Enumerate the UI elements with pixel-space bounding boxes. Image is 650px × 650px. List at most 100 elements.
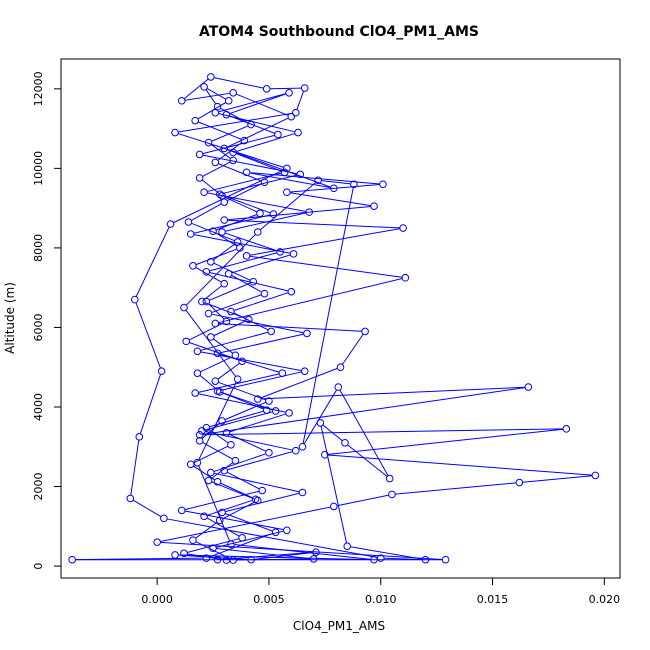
- data-point: [303, 329, 311, 338]
- series-line-segment: [261, 386, 526, 400]
- data-point: [218, 228, 226, 236]
- data-point: [211, 377, 220, 385]
- data-point: [291, 446, 300, 455]
- series-line-segment: [193, 214, 271, 234]
- data-point: [314, 176, 322, 185]
- data-point: [262, 85, 271, 93]
- data-point: [191, 389, 199, 397]
- series-line-segment: [207, 192, 307, 212]
- y-tick-label: 12000: [32, 71, 45, 106]
- series-line-segment: [209, 282, 251, 301]
- series-line-segment: [249, 228, 400, 256]
- data-point: [171, 128, 179, 137]
- data-point: [207, 468, 215, 477]
- series-line-segment: [209, 272, 289, 292]
- data-point: [271, 407, 280, 415]
- data-point: [283, 188, 291, 197]
- y-axis-label: Altitude (m): [3, 282, 17, 354]
- data-point: [312, 548, 320, 556]
- series-line-segment: [204, 411, 273, 431]
- series-line-segment: [213, 453, 266, 473]
- data-point: [253, 395, 262, 403]
- data-point: [401, 273, 410, 282]
- data-point: [291, 108, 300, 117]
- data-point: [341, 438, 349, 447]
- data-point: [245, 315, 253, 324]
- series-line-segment: [211, 125, 249, 142]
- data-point: [247, 555, 255, 564]
- data-point: [207, 258, 215, 266]
- series-line-segment: [200, 331, 269, 351]
- series-line-segment: [195, 248, 237, 266]
- data-point: [218, 417, 226, 425]
- data-point: [213, 349, 222, 358]
- series-line-segment: [227, 205, 371, 221]
- series-line-segment: [198, 465, 231, 542]
- data-point: [524, 383, 533, 391]
- series-line-segment: [296, 90, 305, 110]
- data-point: [222, 110, 231, 119]
- series-line-segment: [290, 184, 380, 193]
- y-tick-label: 0: [32, 563, 45, 570]
- series-line-segment: [218, 93, 287, 113]
- data-point: [238, 534, 246, 542]
- data-point: [421, 555, 430, 564]
- data-point: [379, 180, 387, 189]
- series-line-segment: [135, 226, 170, 297]
- data-point: [385, 474, 394, 483]
- data-point: [153, 538, 161, 547]
- series-line-segment: [198, 381, 237, 460]
- data-point: [285, 409, 293, 417]
- data-point: [198, 427, 206, 435]
- series-line-segment: [132, 499, 162, 518]
- data-point: [316, 419, 325, 427]
- data-point: [204, 138, 213, 147]
- series-line-segment: [207, 499, 253, 516]
- data-point: [253, 496, 262, 505]
- series-line-segment: [320, 426, 347, 544]
- data-point: [238, 357, 246, 366]
- x-tick-label: 0.000: [141, 593, 173, 606]
- data-point: [193, 458, 202, 467]
- series-line-segment: [200, 356, 233, 373]
- data-point: [224, 269, 233, 278]
- data-point: [220, 144, 229, 153]
- series-line-segment: [206, 88, 227, 100]
- series-line-segment: [229, 433, 267, 452]
- series-line-segment: [218, 381, 267, 401]
- series-line-segment: [350, 546, 423, 560]
- data-point: [207, 333, 215, 341]
- data-point: [370, 202, 378, 210]
- data-point: [227, 440, 235, 449]
- data-point: [220, 466, 229, 475]
- series-line-segment: [191, 222, 235, 242]
- data-point: [209, 227, 217, 236]
- series-line-segment: [209, 252, 278, 272]
- series-line-segment: [198, 373, 280, 393]
- data-point: [329, 184, 338, 193]
- data-point: [242, 168, 251, 177]
- series-line-segment: [185, 234, 256, 306]
- data-point: [213, 555, 222, 564]
- series-line-segment: [384, 557, 423, 561]
- data-point: [298, 442, 307, 451]
- series-line-segment: [259, 182, 316, 231]
- data-series: [68, 73, 600, 564]
- series-line-segment: [220, 107, 249, 124]
- data-point: [191, 116, 199, 125]
- series-line-segment: [218, 323, 362, 332]
- series-line-segment: [167, 518, 378, 559]
- data-point: [227, 307, 235, 316]
- data-point: [300, 367, 309, 375]
- data-point: [247, 120, 255, 129]
- series-line-segment: [211, 481, 255, 500]
- data-point: [350, 180, 358, 189]
- series-line-segment: [222, 174, 298, 194]
- series-line-segment: [204, 285, 222, 300]
- series-line-segment: [231, 254, 291, 274]
- x-tick-label: 0.015: [477, 593, 509, 606]
- series-line-segment: [341, 333, 364, 365]
- x-tick-label: 0.020: [589, 593, 621, 606]
- series-line-segment: [321, 180, 351, 185]
- series-line-segment: [224, 401, 267, 421]
